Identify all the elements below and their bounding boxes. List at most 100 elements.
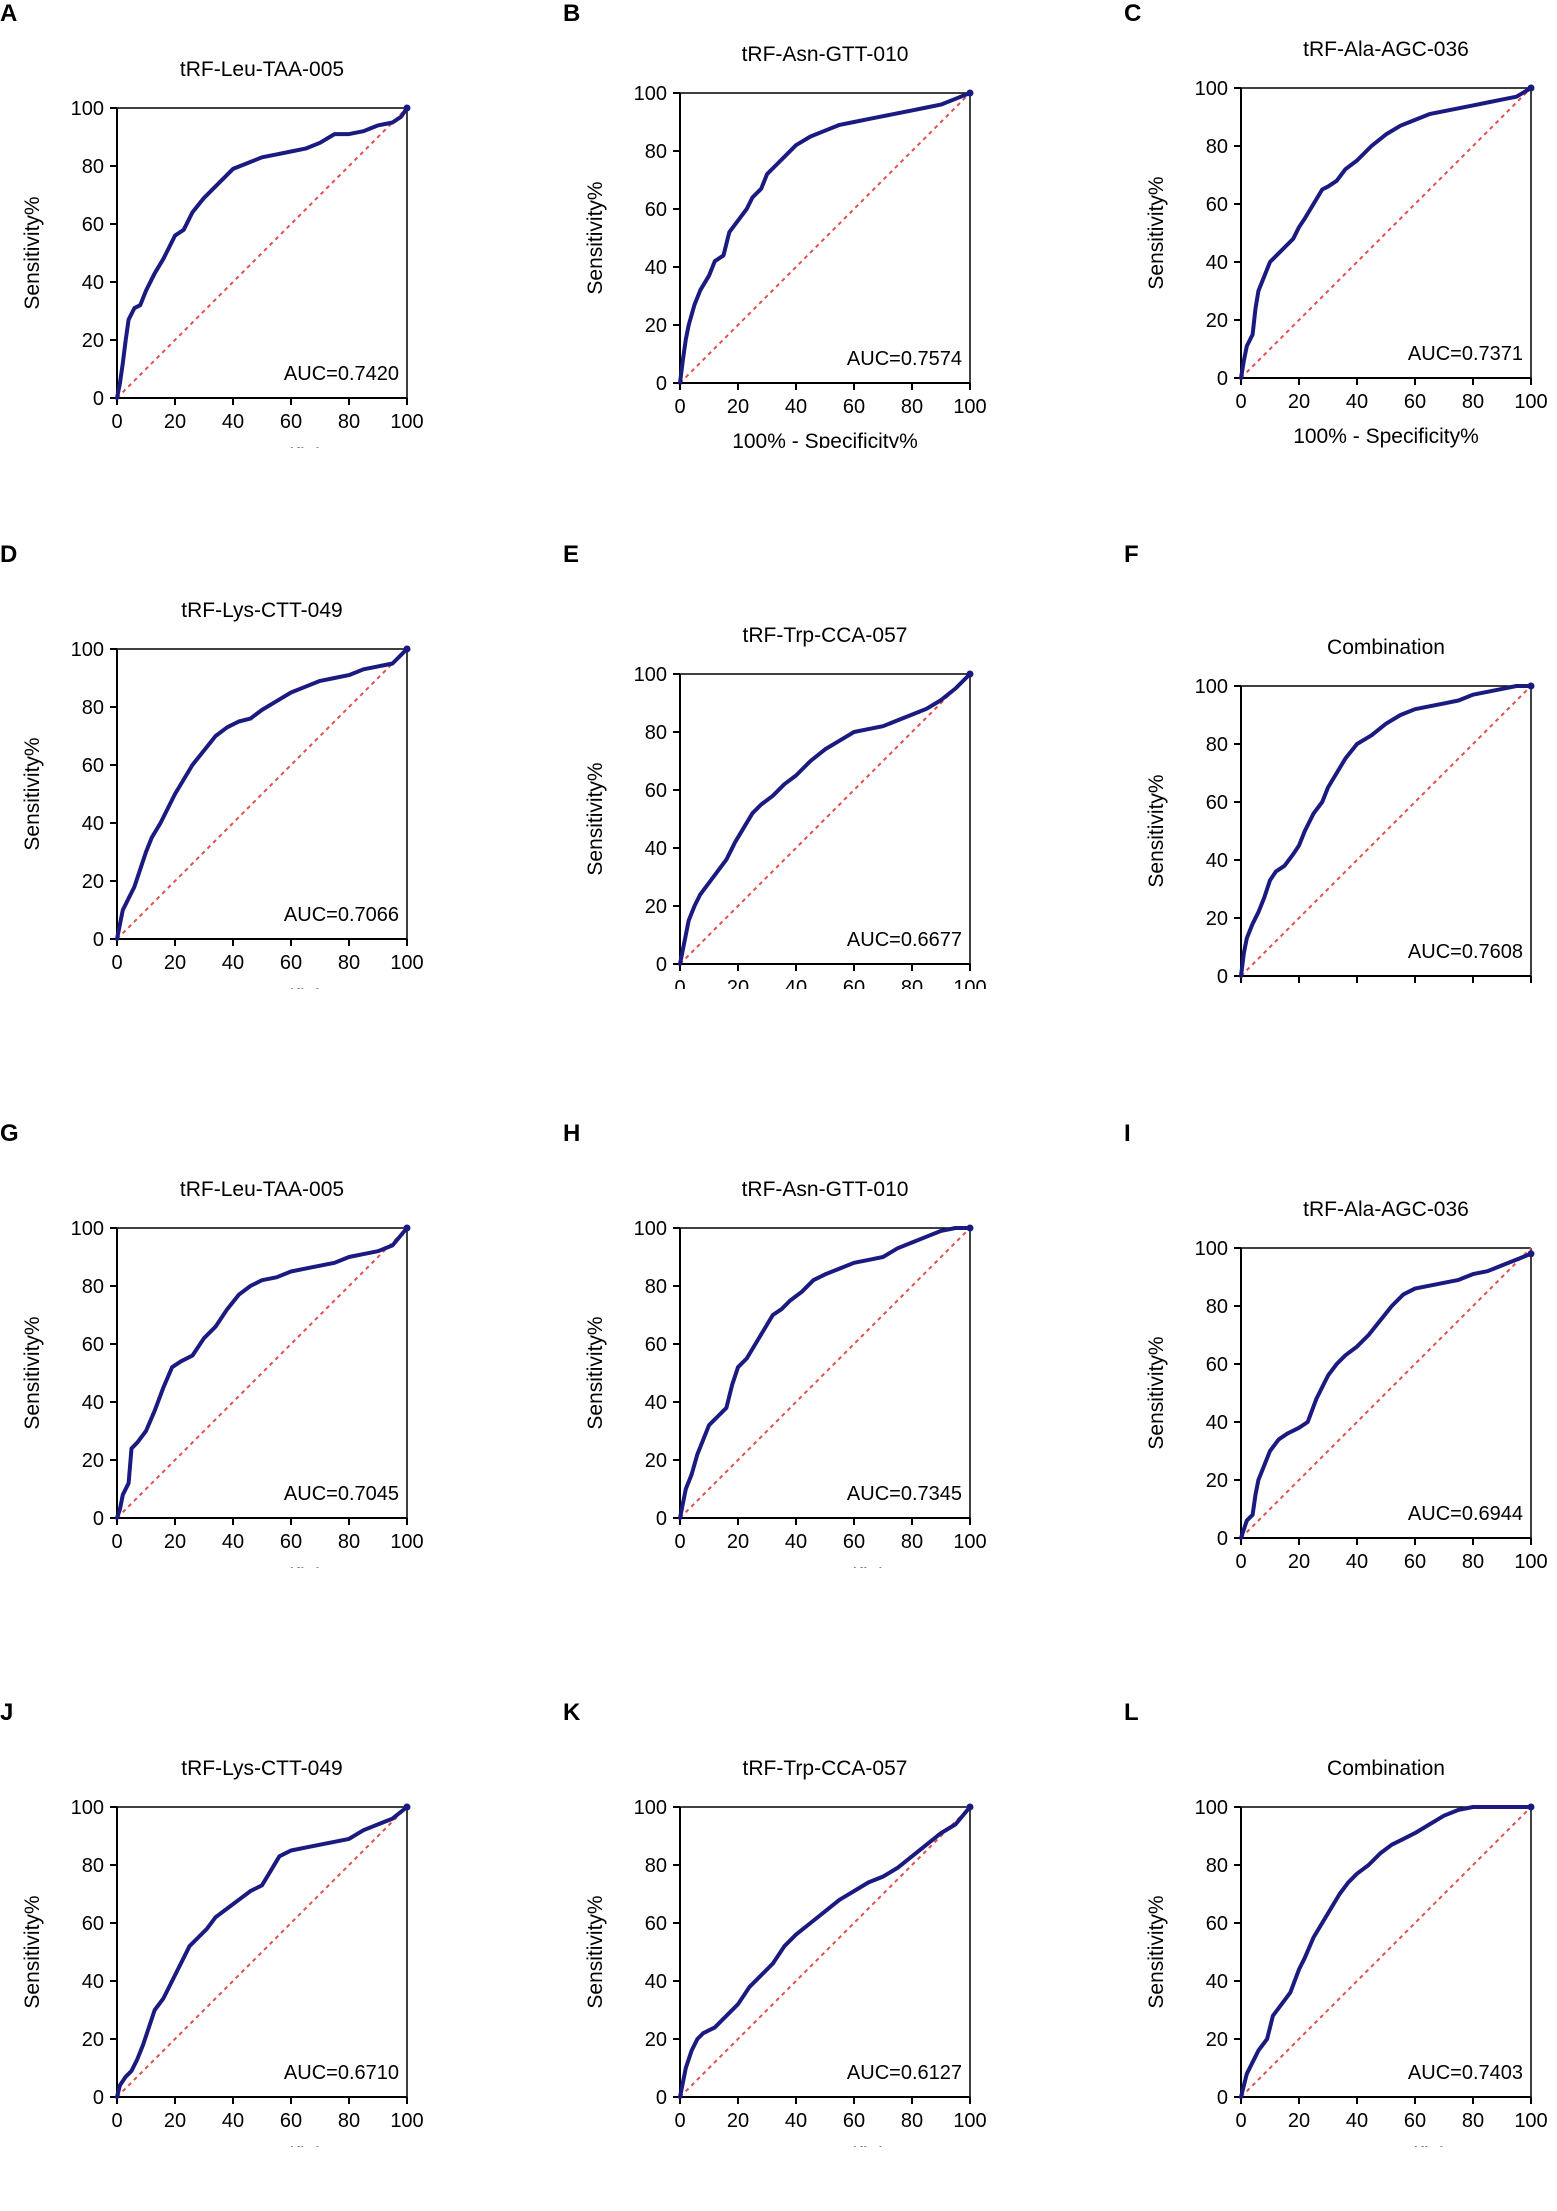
x-tick-label: 0 (674, 396, 685, 418)
panel-letter: C (1124, 0, 1142, 27)
roc-end-point (966, 89, 974, 97)
y-tick-label: 80 (1206, 1855, 1228, 1877)
auc-label: AUC=0.7608 (1408, 941, 1523, 963)
auc-label: AUC=0.7371 (1408, 343, 1523, 365)
x-tick-label: 40 (222, 952, 244, 974)
x-tick-label: 20 (1288, 391, 1310, 413)
y-tick-label: 60 (1206, 1913, 1228, 1935)
y-axis-label: Sensitivity% (1145, 1895, 1168, 2008)
x-tick-label: 40 (785, 1531, 807, 1553)
y-tick-label: 20 (1206, 908, 1228, 930)
roc-chart: tRF-Leu-TAA-005 0 20 40 60 80 100 0 20 40 60 80 100 1… (21, 1178, 424, 1568)
x-tick-label: 20 (164, 952, 186, 974)
x-tick-label: 40 (785, 977, 807, 989)
x-tick-label: 0 (674, 977, 685, 989)
y-tick-label: 80 (82, 1855, 104, 1877)
x-tick-label: 80 (338, 1531, 360, 1553)
x-tick-label: 40 (222, 1531, 244, 1553)
y-axis-label: Sensitivity% (584, 1316, 607, 1429)
roc-chart: tRF-Trp-CCA-057 0 20 40 60 80 100 0 20 40 60 80 100 1… (584, 1757, 987, 2147)
panel-letter: H (563, 1120, 581, 1147)
y-axis-label: Sensitivity% (584, 1895, 607, 2008)
roc-chart: tRF-Asn-GTT-010 0 20 40 60 80 100 0 20 40 60 80 100 1… (584, 1178, 987, 1568)
y-axis-label: Sensitivity% (1145, 774, 1168, 887)
x-tick-label: 60 (1404, 2110, 1426, 2132)
y-tick-label: 20 (1206, 310, 1228, 332)
panel-letter: D (0, 541, 18, 568)
x-axis-label: 100% - Specificity% (169, 445, 355, 448)
y-tick-label: 80 (1206, 1296, 1228, 1318)
x-tick-label: 0 (111, 1531, 122, 1553)
chart-title: tRF-Lys-CTT-049 (181, 1757, 342, 1780)
y-axis-label: Sensitivity% (584, 762, 607, 875)
y-tick-label: 80 (1206, 136, 1228, 158)
roc-chart: tRF-Ala-AGC-0360204060801000204060801001… (1145, 1198, 1548, 1568)
y-tick-label: 20 (82, 1450, 104, 1472)
y-tick-label: 20 (645, 896, 667, 918)
auc-label: AUC=0.6127 (847, 2062, 962, 2084)
x-tick-label: 60 (843, 396, 865, 418)
y-tick-label: 40 (82, 272, 104, 294)
y-tick-label: 100 (71, 98, 104, 120)
x-axis-label: 100% - Specificity% (732, 1565, 918, 1568)
y-tick-label: 0 (1217, 2087, 1228, 2109)
y-tick-label: 40 (1206, 850, 1228, 872)
y-tick-label: 0 (656, 1508, 667, 1530)
x-tick-label: 40 (785, 396, 807, 418)
x-tick-label: 20 (164, 411, 186, 433)
x-tick-label: 80 (1462, 391, 1484, 413)
x-tick-label: 40 (222, 2110, 244, 2132)
roc-curve (678, 1805, 972, 2099)
roc-curve (678, 1226, 972, 1520)
panel-letter: B (563, 0, 581, 27)
x-tick-label: 100 (1514, 391, 1547, 413)
y-tick-label: 20 (645, 315, 667, 337)
y-tick-label: 80 (645, 722, 667, 744)
chart-title: tRF-Trp-CCA-057 (743, 1757, 908, 1780)
x-tick-label: 40 (785, 2110, 807, 2132)
y-tick-label: 60 (645, 1334, 667, 1356)
x-tick-label: 100 (1514, 2110, 1547, 2132)
auc-label: AUC=0.7574 (847, 348, 962, 370)
y-tick-label: 80 (82, 697, 104, 719)
x-tick-label: 60 (843, 1531, 865, 1553)
x-axis-label: 100% - Specificity% (1293, 2144, 1479, 2147)
x-tick-label: 100 (390, 2110, 423, 2132)
roc-chart: tRF-Leu-TAA-005 0 20 40 60 80 100 0 20 40 60 80 100 1… (21, 58, 424, 448)
roc-chart: Combination 0 20 40 60 80 100 0 20 40 60 80 100 100% … (1145, 1757, 1548, 2147)
x-tick-label: 60 (280, 952, 302, 974)
roc-chart: tRF-Lys-CTT-049 0 20 40 60 80 100 0 20 40 60 80 100 1… (21, 1757, 424, 2147)
y-axis-label: Sensitivity% (21, 196, 44, 309)
roc-end-point (966, 670, 974, 678)
y-tick-label: 60 (1206, 792, 1228, 814)
x-tick-label: 0 (111, 952, 122, 974)
chart-title: tRF-Asn-GTT-010 (742, 1178, 909, 1201)
panel-letter: A (0, 0, 18, 27)
x-tick-label: 0 (674, 2110, 685, 2132)
roc-panel-l: L Combination 0 20 40 60 80 100 0 20 40 60 80 100 100%… (1124, 1699, 1557, 2147)
panel-letter: G (0, 1120, 19, 1147)
x-axis-label: 100% - Specificity% (169, 986, 355, 989)
roc-curve (115, 647, 409, 941)
roc-end-point (403, 645, 411, 653)
x-tick-label: 40 (1346, 391, 1368, 413)
roc-chart: tRF-Lys-CTT-049 0 20 40 60 80 100 0 20 40 60 80 100 1… (21, 599, 424, 989)
roc-curve (115, 106, 409, 400)
y-tick-label: 40 (82, 1392, 104, 1414)
y-tick-label: 0 (656, 954, 667, 976)
x-tick-label: 40 (1346, 1551, 1368, 1568)
y-tick-label: 60 (645, 199, 667, 221)
reference-line (116, 648, 408, 940)
y-tick-label: 20 (645, 2029, 667, 2051)
y-axis-label: Sensitivity% (584, 181, 607, 294)
x-tick-label: 60 (1404, 391, 1426, 413)
x-tick-label: 100 (1514, 1551, 1547, 1568)
y-tick-label: 100 (71, 639, 104, 661)
